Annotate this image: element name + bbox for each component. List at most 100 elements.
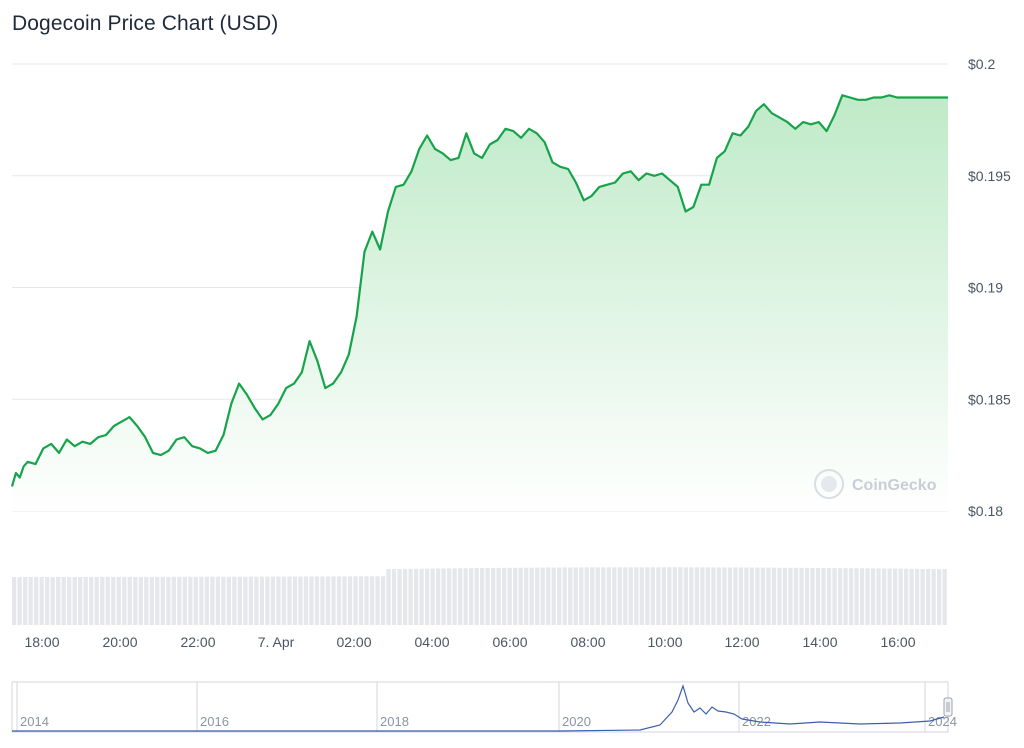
volume-bar bbox=[848, 568, 854, 625]
volume-bar bbox=[650, 567, 655, 625]
volume-bar bbox=[199, 576, 204, 625]
volume-bar bbox=[61, 576, 66, 625]
volume-bar bbox=[821, 567, 826, 625]
volume-bar bbox=[94, 576, 99, 625]
y-tick-label: $0.185 bbox=[968, 391, 1011, 407]
volume-bar bbox=[738, 567, 744, 625]
volume-bar bbox=[50, 576, 55, 625]
volume-bar bbox=[859, 568, 865, 625]
y-tick-label: $0.195 bbox=[968, 168, 1011, 184]
volume-bar bbox=[700, 567, 705, 625]
volume-bar bbox=[67, 576, 72, 625]
y-tick-label: $0.19 bbox=[968, 280, 1003, 296]
volume-bar bbox=[226, 576, 232, 625]
volume-bar bbox=[716, 567, 722, 625]
coingecko-watermark: CoinGecko bbox=[814, 469, 937, 499]
volume-bar bbox=[584, 567, 589, 625]
volume-bar bbox=[480, 568, 485, 625]
volume-bar bbox=[160, 576, 165, 625]
volume-bar bbox=[100, 576, 105, 625]
volume-bar bbox=[920, 568, 925, 625]
navigator-year-label: 2020 bbox=[562, 714, 591, 729]
volume-bar bbox=[39, 576, 44, 625]
x-tick-label: 20:00 bbox=[102, 634, 137, 650]
volume-bar bbox=[281, 576, 287, 625]
volume-bars bbox=[12, 567, 947, 625]
volume-bar bbox=[336, 576, 342, 625]
volume-bar bbox=[672, 567, 678, 625]
navigator-year-labels: 2014 2016 2018 2020 2022 2024 bbox=[16, 682, 957, 732]
volume-bar bbox=[799, 567, 804, 625]
volume-bar bbox=[595, 567, 600, 625]
volume-bar bbox=[193, 576, 198, 625]
x-tick-label: 14:00 bbox=[802, 634, 837, 650]
volume-bar bbox=[617, 567, 622, 625]
volume-bar bbox=[755, 567, 760, 625]
volume-bar bbox=[491, 567, 496, 625]
volume-bar bbox=[760, 567, 766, 625]
volume-bar bbox=[579, 567, 584, 625]
volume-bar bbox=[683, 567, 689, 625]
gecko-logo-icon bbox=[814, 469, 844, 499]
x-tick-label: 7. Apr bbox=[258, 634, 295, 650]
volume-bar bbox=[678, 567, 683, 625]
volume-bar bbox=[17, 576, 22, 625]
volume-bar bbox=[248, 576, 254, 625]
volume-bar bbox=[177, 576, 182, 625]
volume-bar bbox=[837, 568, 843, 625]
y-tick-label: $0.2 bbox=[968, 56, 995, 72]
navigator-handle[interactable] bbox=[943, 697, 953, 717]
volume-bar bbox=[590, 567, 595, 625]
volume-bar bbox=[320, 576, 325, 625]
volume-bar bbox=[881, 568, 887, 625]
navigator-frame bbox=[11, 681, 949, 733]
volume-bar bbox=[573, 567, 578, 625]
x-tick-label: 18:00 bbox=[24, 634, 59, 650]
volume-bar bbox=[204, 576, 210, 625]
volume-bar bbox=[705, 567, 711, 625]
volume-bar bbox=[45, 576, 50, 625]
volume-bar bbox=[667, 567, 672, 625]
volume-bar bbox=[903, 568, 909, 625]
volume-bar bbox=[72, 576, 77, 625]
volume-bar bbox=[375, 576, 380, 625]
volume-bar bbox=[56, 576, 61, 625]
volume-bar bbox=[23, 576, 28, 625]
volume-bar bbox=[810, 567, 815, 625]
volume-bar bbox=[342, 576, 347, 625]
navigator-year-label: 2024 bbox=[928, 714, 957, 729]
volume-bar bbox=[777, 567, 782, 625]
volume-bar bbox=[243, 576, 248, 625]
volume-bar bbox=[144, 576, 149, 625]
volume-bar bbox=[259, 576, 265, 625]
volume-bar bbox=[89, 576, 94, 625]
volume-bar bbox=[898, 568, 903, 625]
volume-bar bbox=[155, 576, 160, 625]
volume-bar bbox=[557, 567, 562, 625]
volume-bar bbox=[612, 567, 617, 625]
navigator[interactable]: 2014 2016 2018 2020 2022 2024 bbox=[11, 681, 957, 733]
volume-bar bbox=[116, 576, 121, 625]
volume-bar bbox=[78, 576, 83, 625]
volume-bar bbox=[887, 568, 892, 625]
volume-bar bbox=[424, 568, 430, 625]
volume-bar bbox=[369, 576, 375, 625]
volume-bar bbox=[276, 576, 281, 625]
volume-bar bbox=[804, 567, 810, 625]
volume-bar bbox=[298, 576, 303, 625]
volume-bar bbox=[111, 576, 116, 625]
volume-bar bbox=[661, 567, 666, 625]
volume-bar bbox=[380, 576, 386, 625]
volume-bar bbox=[628, 567, 633, 625]
volume-bar bbox=[925, 568, 931, 625]
volume-bar bbox=[815, 567, 821, 625]
volume-bar bbox=[435, 568, 441, 625]
volume-bar bbox=[832, 568, 837, 625]
volume-bar bbox=[12, 577, 17, 625]
x-tick-label: 06:00 bbox=[492, 634, 527, 650]
volume-bar bbox=[722, 567, 727, 625]
volume-bar bbox=[524, 567, 529, 625]
volume-bar bbox=[287, 576, 292, 625]
volume-bar bbox=[485, 567, 490, 625]
